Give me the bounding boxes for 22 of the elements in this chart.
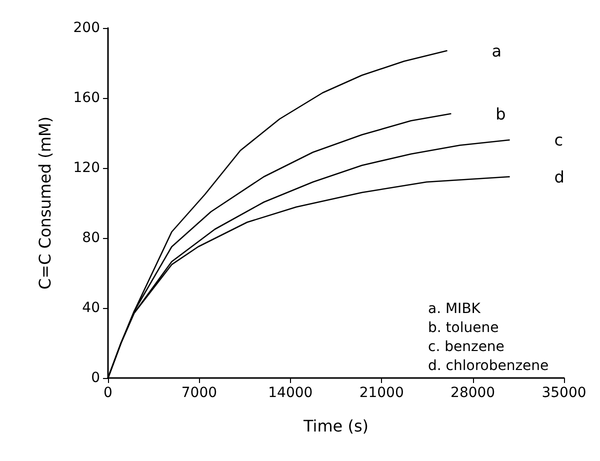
text: c [554,130,564,150]
y-axis-title: C=C Consumed (mM) [36,116,54,290]
y-tick-label: 160 [73,90,100,106]
annotation: d. chlorobenzene [428,358,549,374]
annotation: b. toluene [428,320,499,336]
text: a [492,41,502,60]
annotation: a. MIBK [428,301,482,317]
text: b [496,104,506,124]
y-tick-label: 0 [91,370,100,386]
x-tick-label: 7000 [181,385,218,401]
y-tick-label: 200 [73,20,100,36]
y-tick-label: 40 [82,300,100,316]
annotation: c. benzene [428,339,504,355]
x-tick-label: 21000 [359,385,404,401]
text: d [554,167,564,186]
x-tick-label: 28000 [450,385,496,401]
x-tick-label: 35000 [542,385,586,401]
x-tick-label: 0 [104,385,112,401]
x-tick-label: 14000 [268,385,313,401]
x-axis-title: Time (s) [302,416,369,436]
y-tick-label: 80 [82,230,100,246]
y-tick-label: 120 [73,160,100,176]
